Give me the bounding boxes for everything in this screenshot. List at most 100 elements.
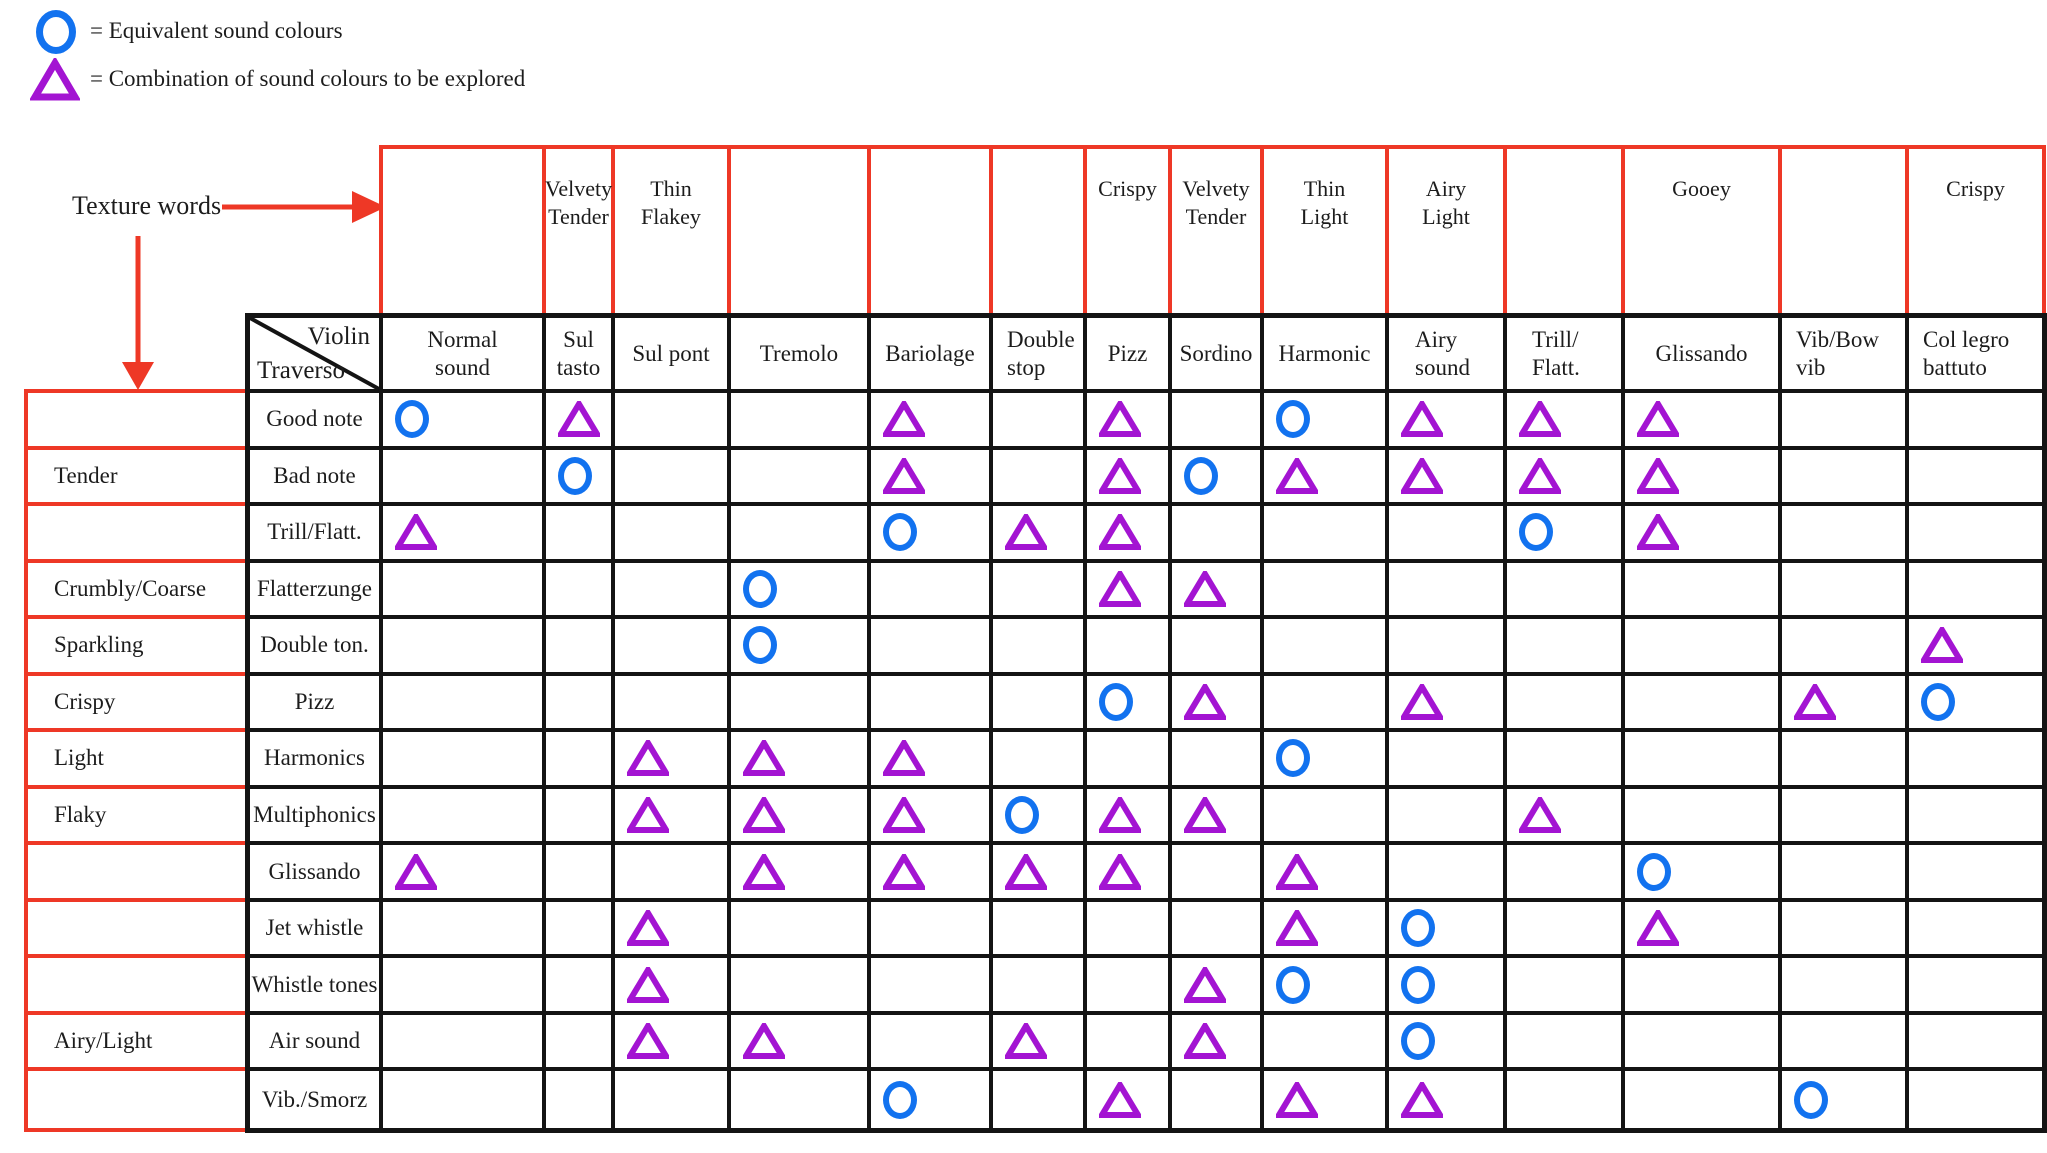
matrix-cell bbox=[1264, 845, 1389, 902]
matrix-cell bbox=[1782, 393, 1909, 450]
corner-traverso-label: Traverso bbox=[257, 357, 345, 384]
matrix-cell bbox=[546, 506, 615, 563]
matrix-cell bbox=[383, 1014, 546, 1072]
equivalent-circle-icon bbox=[1921, 682, 1955, 721]
texture-word: Crispy bbox=[1946, 176, 2005, 201]
matrix-cell bbox=[1782, 1014, 1909, 1072]
matrix-cell bbox=[1389, 393, 1507, 450]
legend-equivalent-label: = Equivalent sound colours bbox=[90, 18, 343, 43]
texture-word: Velvety Tender bbox=[1182, 176, 1250, 229]
matrix-cell bbox=[383, 788, 546, 846]
combination-triangle-icon bbox=[1099, 853, 1141, 890]
matrix-cell bbox=[615, 845, 731, 902]
matrix-cell bbox=[1507, 845, 1625, 902]
matrix-cell bbox=[1909, 506, 2042, 563]
matrix-cell bbox=[731, 788, 871, 846]
combination-triangle-icon bbox=[1184, 797, 1226, 834]
technique-row-label: Pizz bbox=[250, 675, 383, 733]
equivalent-circle-icon bbox=[36, 10, 76, 54]
technique-column-header: Col legro battuto bbox=[1909, 318, 2042, 393]
combination-triangle-icon bbox=[28, 56, 82, 102]
matrix-cell bbox=[1172, 675, 1264, 733]
matrix-cell bbox=[615, 732, 731, 789]
equivalent-circle-icon bbox=[1276, 965, 1310, 1004]
matrix-cell bbox=[1507, 901, 1625, 959]
combination-triangle-icon bbox=[883, 740, 925, 777]
matrix-cell bbox=[1909, 1071, 2042, 1128]
texture-column-cell bbox=[1507, 149, 1625, 318]
texture-column-cell bbox=[731, 149, 871, 318]
matrix-cell bbox=[1264, 449, 1389, 507]
technique-column-label: Airy sound bbox=[1415, 326, 1470, 380]
matrix-cell bbox=[731, 732, 871, 789]
technique-row-label: Good note bbox=[250, 393, 383, 450]
matrix-cell bbox=[1625, 901, 1782, 959]
combination-triangle-icon bbox=[1276, 853, 1318, 890]
matrix-cell bbox=[546, 1014, 615, 1072]
matrix-cell bbox=[1087, 449, 1172, 507]
technique-row-label: Vib./Smorz bbox=[250, 1071, 383, 1128]
combination-triangle-icon bbox=[743, 1023, 785, 1060]
matrix-cell bbox=[1782, 619, 1909, 676]
matrix-cell bbox=[383, 619, 546, 676]
technique-column-label: Trill/ Flatt. bbox=[1532, 326, 1580, 380]
equivalent-circle-icon bbox=[1005, 796, 1039, 835]
matrix-cell bbox=[1625, 506, 1782, 563]
equivalent-circle-icon bbox=[1794, 1080, 1828, 1119]
combination-triangle-icon bbox=[743, 853, 785, 890]
technique-column-label: Normal sound bbox=[427, 326, 498, 380]
combination-triangle-icon bbox=[743, 797, 785, 834]
matrix-cell bbox=[615, 788, 731, 846]
matrix-cell bbox=[1389, 619, 1507, 676]
matrix-cell bbox=[871, 958, 993, 1015]
texture-column-cell: Thin Light bbox=[1264, 149, 1389, 318]
matrix-cell bbox=[1909, 788, 2042, 846]
matrix-cell bbox=[1264, 675, 1389, 733]
equivalent-circle-icon bbox=[1637, 852, 1671, 891]
matrix-cell bbox=[1389, 901, 1507, 959]
matrix-cell bbox=[1172, 901, 1264, 959]
texture-column-cell: Velvety Tender bbox=[1172, 149, 1264, 318]
matrix-cell bbox=[993, 788, 1087, 846]
matrix-cell bbox=[1507, 1071, 1625, 1128]
technique-row-text: Jet whistle bbox=[265, 915, 364, 941]
technique-column-label: Glissando bbox=[1655, 340, 1748, 366]
texture-word: Thin Flakey bbox=[641, 176, 701, 229]
combination-triangle-icon bbox=[1099, 457, 1141, 494]
matrix-cell bbox=[1087, 845, 1172, 902]
texture-column-cell: Gooey bbox=[1625, 149, 1782, 318]
matrix-cell bbox=[1507, 449, 1625, 507]
matrix-cell bbox=[871, 562, 993, 620]
matrix-cell bbox=[731, 901, 871, 959]
texture-word: Gooey bbox=[1672, 176, 1731, 201]
technique-row-text: Double ton. bbox=[260, 632, 369, 658]
matrix-cell bbox=[1389, 732, 1507, 789]
texture-word: Crispy bbox=[54, 688, 116, 714]
matrix-cell bbox=[1087, 1071, 1172, 1128]
texture-header-row: Velvety Tender Thin Flakey Crispy Velvety T… bbox=[379, 145, 2046, 318]
technique-column-label: Vib/Bow vib bbox=[1796, 326, 1879, 380]
combination-triangle-icon bbox=[1005, 514, 1047, 551]
technique-row-label: Whistle tones bbox=[250, 958, 383, 1015]
combination-triangle-icon bbox=[1401, 1081, 1443, 1118]
matrix-cell bbox=[546, 788, 615, 846]
matrix-cell bbox=[383, 732, 546, 789]
matrix-cell bbox=[1264, 619, 1389, 676]
equivalent-circle-icon bbox=[1519, 513, 1553, 552]
matrix-cell bbox=[1507, 393, 1625, 450]
combination-triangle-icon bbox=[1519, 797, 1561, 834]
texture-column-cell bbox=[993, 149, 1087, 318]
matrix-cell bbox=[1264, 562, 1389, 620]
combination-triangle-icon bbox=[627, 966, 669, 1003]
combination-triangle-icon bbox=[1099, 797, 1141, 834]
combination-triangle-icon bbox=[1276, 910, 1318, 947]
texture-row-cell bbox=[28, 393, 250, 450]
matrix-cell bbox=[1909, 619, 2042, 676]
matrix-cell bbox=[1625, 449, 1782, 507]
matrix-cell bbox=[1782, 1071, 1909, 1128]
texture-word: Velvety Tender bbox=[544, 176, 613, 229]
matrix-cell bbox=[1507, 958, 1625, 1015]
combination-triangle-icon bbox=[1099, 570, 1141, 607]
technique-column-header: Tremolo bbox=[731, 318, 871, 393]
matrix-cell bbox=[1909, 732, 2042, 789]
